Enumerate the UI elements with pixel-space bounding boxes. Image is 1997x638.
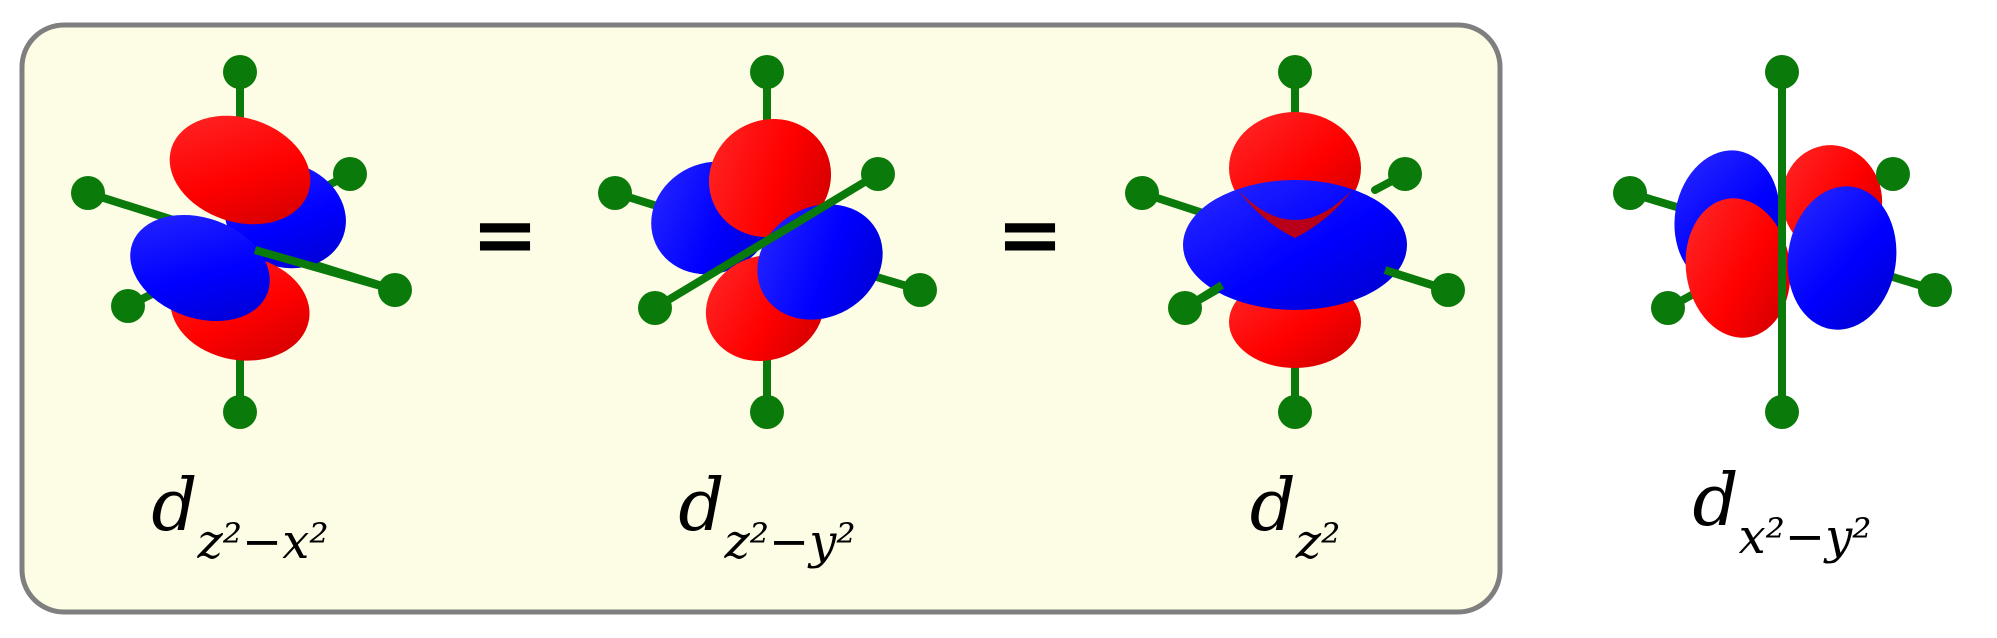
ligand-atom [1765,55,1799,89]
ligand-atom [223,55,257,89]
ligand-atom [111,289,145,323]
ligand-atom [1765,395,1799,429]
ligand-atom [750,55,784,89]
label-main: d [678,463,724,547]
orbital-dz2 [1125,55,1465,429]
lobe-positive [169,115,311,225]
orbital-dx2-y2 [1613,55,1952,429]
ligand-atom [223,395,257,429]
label-subscript: z²−x² [197,514,329,570]
ligand-atom [903,273,937,307]
ligand-atom [1918,273,1952,307]
label-subscript: x²−y² [1739,509,1872,565]
label-main: d [1693,458,1739,542]
ligand-atom [1168,291,1202,325]
ligand-atom [1613,176,1647,210]
label-main: d [1250,463,1296,547]
equals-sign-1: = [471,188,538,281]
label-main: d [151,463,197,547]
ligand-atom [1278,55,1312,89]
label-dz2: dz² [1250,463,1341,570]
ligand-atom [1125,176,1159,210]
lobe-negative [1787,186,1897,330]
ligand-atom [861,157,895,191]
ligand-atom [1876,157,1910,191]
ligand-atom [1431,273,1465,307]
lobe-negative [757,204,883,320]
label-dx2-y2: dx²−y² [1693,458,1872,565]
ligand-atom [638,291,672,325]
label-dz2-y2: dz²−y² [678,463,855,570]
ligand-atom [750,395,784,429]
lobe-negative [130,214,270,322]
ligand-atom [71,176,105,210]
ligand-atom [1388,157,1422,191]
ligand-atom [1278,395,1312,429]
lobe-positive [708,118,832,238]
ligand-atom [333,157,367,191]
ligand-atom [1651,291,1685,325]
torus-negative [1183,180,1407,310]
label-dz2-x2: dz²−x² [151,463,328,570]
orbital-dz2-y2 [598,55,937,429]
lobe-positive [1685,198,1791,338]
ligand-atom [598,176,632,210]
ligand-atom [378,273,412,307]
label-subscript: z² [1295,514,1341,570]
equals-sign-2: = [996,188,1063,281]
orbital-dz2-x2 [71,55,412,429]
label-subscript: z²−y² [723,514,855,570]
